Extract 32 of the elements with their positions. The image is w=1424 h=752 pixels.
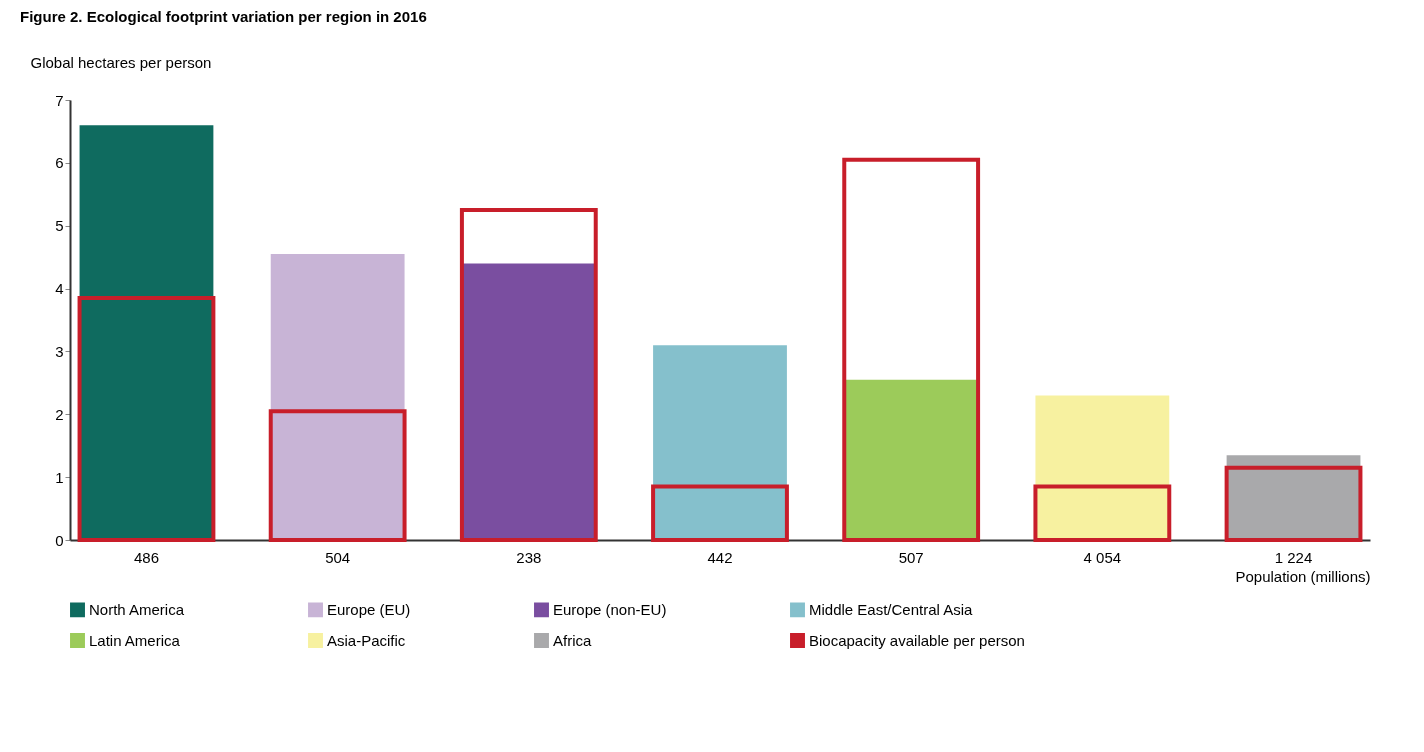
legend-label: Middle East/Central Asia xyxy=(809,600,974,618)
y-tick-label: 6 xyxy=(55,154,64,172)
x-tick-label: 238 xyxy=(516,548,542,566)
x-tick-label: 507 xyxy=(898,548,924,566)
y-tick-label: 4 xyxy=(55,280,64,298)
y-tick-label: 5 xyxy=(55,217,64,235)
y-tick-label: 1 xyxy=(55,468,64,486)
x-tick-label: 4 054 xyxy=(1083,548,1122,566)
x-axis-title: Population (millions) xyxy=(1235,567,1371,585)
bar xyxy=(844,379,979,540)
bar xyxy=(79,125,214,540)
legend-label: Latin America xyxy=(89,631,181,649)
chart-title: Figure 2. Ecological footprint variation per region in 2016 xyxy=(20,8,427,25)
bar xyxy=(653,345,787,540)
y-tick-label: 2 xyxy=(55,405,64,423)
legend-label: North America xyxy=(89,600,185,618)
y-tick-label: 7 xyxy=(55,91,64,109)
legend-label: Europe (EU) xyxy=(327,600,411,618)
legend-label: Europe (non-EU) xyxy=(553,600,667,618)
bar xyxy=(1035,395,1170,540)
y-axis-title: Global hectares per person xyxy=(30,53,212,71)
bar xyxy=(461,263,596,540)
x-tick-label: 442 xyxy=(707,548,733,566)
x-tick-label: 504 xyxy=(325,548,351,566)
legend-label: Biocapacity available per person xyxy=(809,631,1025,649)
y-tick-label: 0 xyxy=(55,531,64,549)
y-tick-label: 3 xyxy=(55,342,64,360)
x-tick-label: 486 xyxy=(133,548,159,566)
legend-label: Asia-Pacific xyxy=(327,631,406,649)
x-tick-label: 1 224 xyxy=(1274,548,1313,566)
legend-label: Africa xyxy=(553,631,592,649)
bar xyxy=(270,254,405,540)
